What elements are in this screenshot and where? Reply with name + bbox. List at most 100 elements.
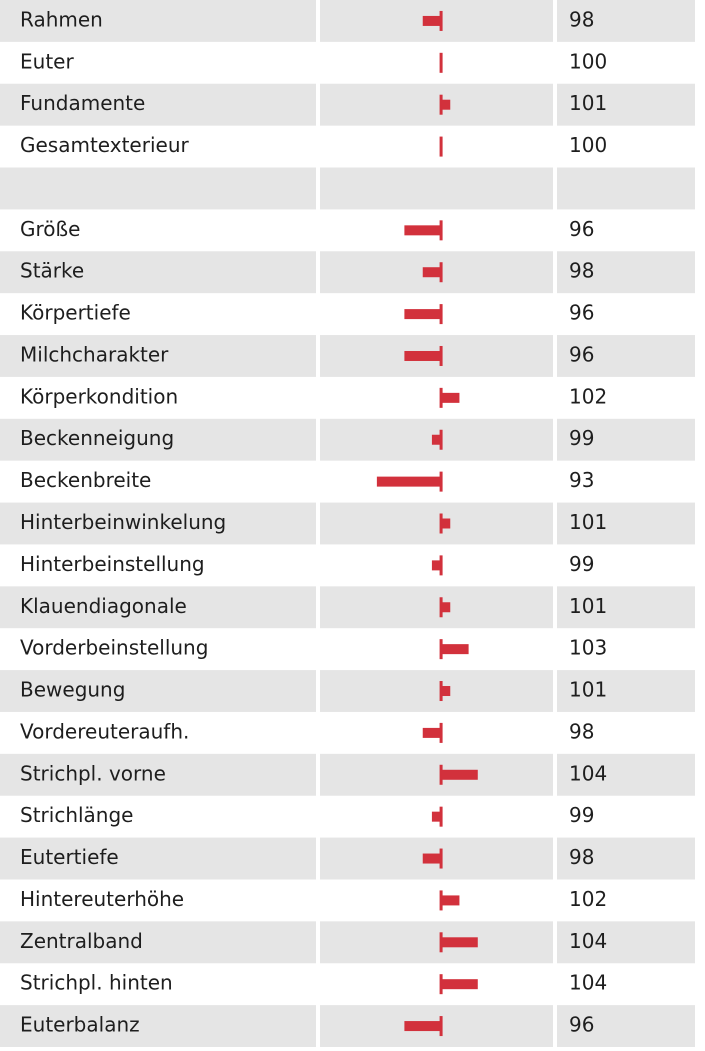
bar (422, 853, 442, 864)
bar (441, 895, 460, 906)
row-bg (0, 0, 316, 42)
row-label: Vordereuteraufh. (20, 719, 189, 743)
row-bg (557, 335, 695, 377)
row-bg (0, 921, 316, 964)
row-bg (0, 167, 316, 210)
bar (441, 602, 451, 613)
value-label: 101 (569, 91, 607, 115)
row-bg (0, 753, 316, 796)
row-label: Klauendiagonale (20, 594, 187, 618)
row-label: Bewegung (20, 678, 125, 702)
row-label: Gesamtexterieur (20, 133, 189, 157)
value-label: 104 (569, 761, 607, 785)
value-label: 104 (569, 971, 607, 995)
row-label: Strichpl. vorne (20, 761, 166, 785)
row-bg (320, 753, 553, 796)
row-label: Beckenbreite (20, 468, 151, 492)
value-label: 100 (569, 49, 607, 73)
value-label: 98 (569, 719, 594, 743)
row-bg (557, 0, 695, 42)
row-bg (0, 83, 316, 126)
bar (431, 560, 442, 571)
row-bg (0, 418, 316, 461)
row-bg (557, 921, 695, 964)
row-bg (0, 670, 316, 712)
value-label: 103 (569, 636, 607, 660)
bar (431, 811, 442, 822)
bar (422, 727, 442, 738)
row-bg (320, 83, 553, 126)
row-bg (557, 753, 695, 796)
bar (441, 644, 469, 655)
row-bg (320, 921, 553, 964)
row-label: Körperkondition (20, 384, 178, 408)
row-bg (320, 670, 553, 712)
value-label: 99 (569, 426, 594, 450)
row-bg (557, 502, 695, 545)
row-bg (557, 670, 695, 712)
row-bg (557, 837, 695, 880)
row-label: Körpertiefe (20, 301, 131, 325)
row-label: Hinterbeinstellung (20, 552, 205, 576)
value-label: 102 (569, 887, 607, 911)
row-bg (557, 167, 695, 210)
row-label: Beckenneigung (20, 426, 174, 450)
bar (404, 1021, 442, 1032)
row-bg (320, 586, 553, 629)
value-label: 98 (569, 259, 594, 283)
row-bg (557, 251, 695, 294)
row-label: Hintereuterhöhe (20, 887, 184, 911)
value-label: 93 (569, 468, 594, 492)
row-bg (557, 586, 695, 629)
bar (441, 979, 478, 990)
baseline-tick (439, 136, 443, 157)
row-label: Fundamente (20, 91, 145, 115)
row-bg (557, 418, 695, 461)
value-label: 104 (569, 929, 607, 953)
row-label: Strichlänge (20, 803, 133, 827)
value-label: 100 (569, 133, 607, 157)
row-label: Strichpl. hinten (20, 971, 173, 995)
row-bg (0, 1005, 316, 1047)
baseline-tick (439, 52, 443, 73)
bar (422, 15, 442, 26)
row-label: Stärke (20, 259, 84, 283)
bar (404, 350, 442, 361)
value-label: 96 (569, 217, 594, 241)
row-bg (0, 335, 316, 377)
value-label: 96 (569, 342, 594, 366)
row-bg (557, 1005, 695, 1047)
value-label: 96 (569, 301, 594, 325)
bar (441, 518, 451, 529)
value-label: 102 (569, 384, 607, 408)
row-bg (320, 502, 553, 545)
value-label: 101 (569, 678, 607, 702)
value-label: 101 (569, 510, 607, 534)
row-label: Milchcharakter (20, 342, 169, 366)
value-label: 101 (569, 594, 607, 618)
row-label: Euterbalanz (20, 1013, 140, 1037)
bar (441, 392, 460, 403)
bar (404, 225, 442, 236)
bar (441, 769, 478, 780)
value-label: 98 (569, 845, 594, 869)
value-label: 99 (569, 552, 594, 576)
row-bg (557, 83, 695, 126)
value-label: 99 (569, 803, 594, 827)
value-label: 98 (569, 7, 594, 31)
bar (441, 686, 451, 697)
row-label: Hinterbeinwinkelung (20, 510, 226, 534)
bar (441, 937, 478, 948)
row-label: Vorderbeinstellung (20, 636, 208, 660)
row-bg (320, 167, 553, 210)
row-bg (0, 837, 316, 880)
row-label: Eutertiefe (20, 845, 119, 869)
row-label: Größe (20, 217, 80, 241)
row-label: Zentralband (20, 929, 143, 953)
bar (422, 267, 442, 278)
row-bg (0, 586, 316, 629)
row-label: Euter (20, 49, 74, 73)
row-bg (0, 502, 316, 545)
bar (376, 476, 442, 487)
